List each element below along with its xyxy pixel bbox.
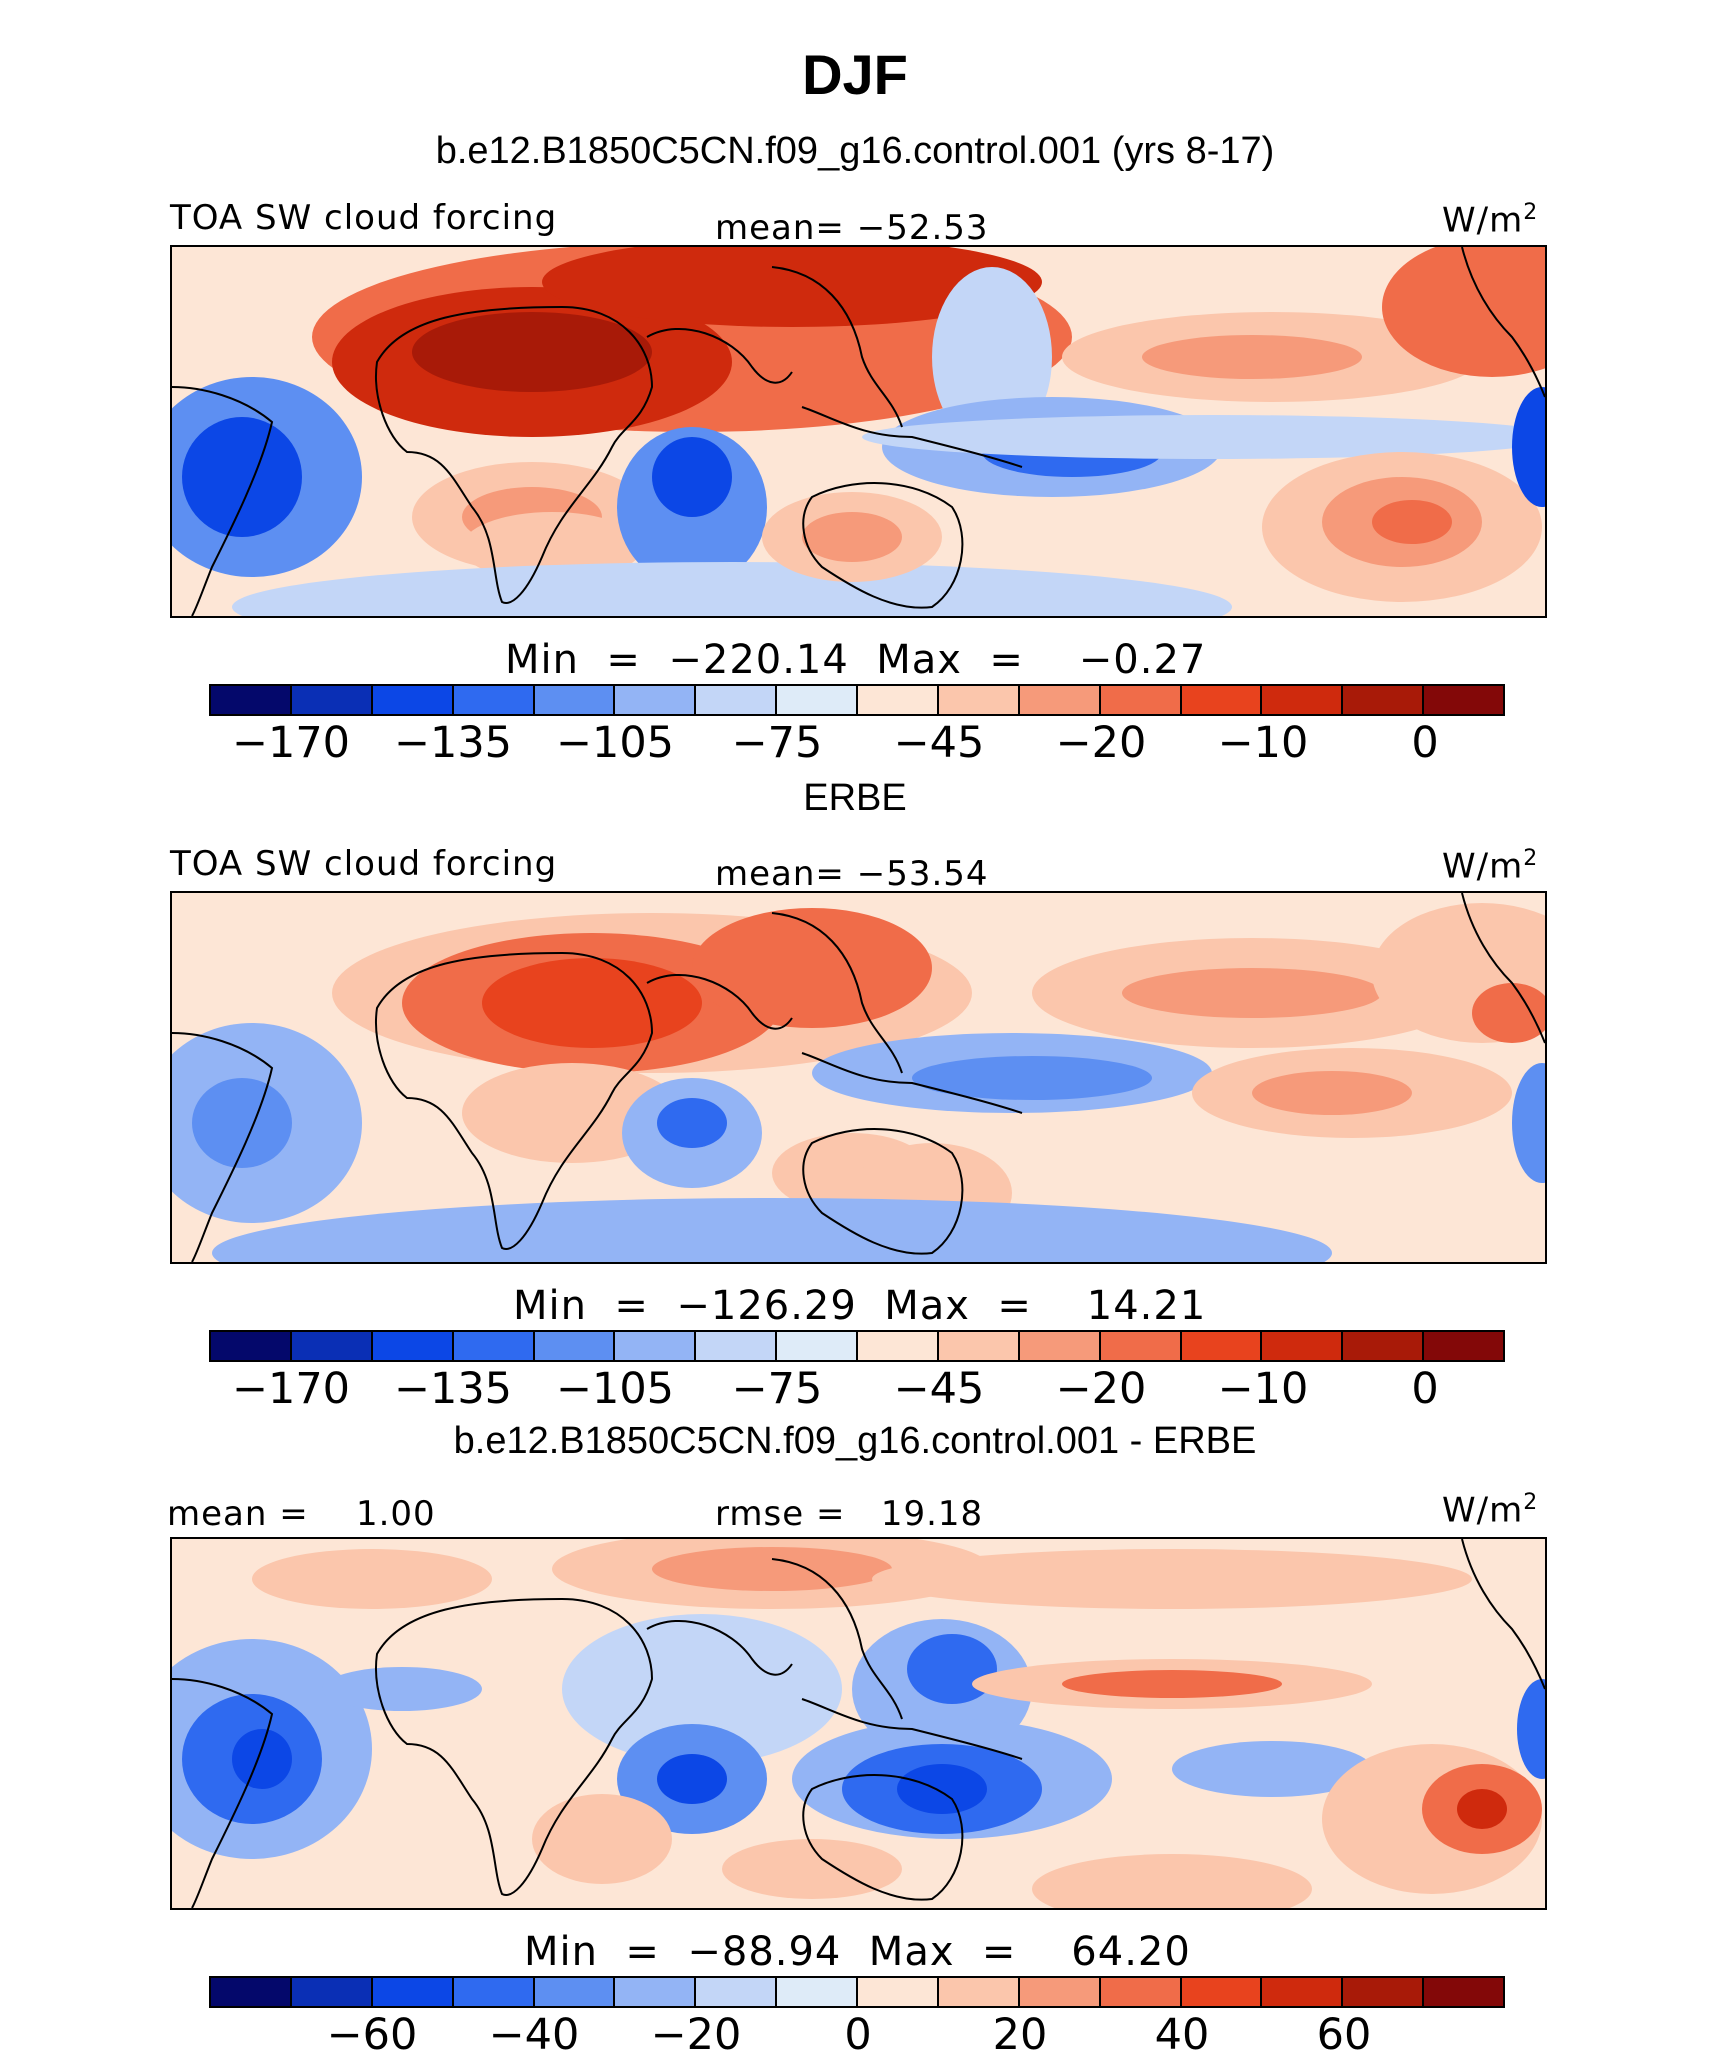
panel-2-colorbar [209,1330,1505,1362]
figure-title: DJF [802,43,908,106]
panel-1-minmax: Min = −220.14 Max = −0.27 [505,637,1207,683]
panel-1-colorbar-tick: −135 [393,718,513,768]
panel-2-colorbar-swatch-14 [1262,1332,1344,1360]
panel-1-colorbar [209,684,1505,716]
panel-2-case-title: ERBE [803,777,907,819]
panel-2-colorbar-tick: −10 [1217,1364,1309,1414]
panel-1-colorbar-swatch-4 [453,686,535,714]
panel-3-colorbar-tick: −60 [326,2010,418,2060]
panel-3-colorbar-swatch-12 [1100,1978,1182,2006]
panel-1-colorbar-tick: −20 [1055,718,1147,768]
panel-3-map [170,1537,1547,1910]
panel-1-colorbar-swatch-12 [1100,686,1182,714]
panel-2-mean-label: mean= −53.54 [715,854,989,894]
panel-2-units: W/m2 [1442,846,1539,887]
panel-3-colorbar-swatch-3 [372,1978,454,2006]
panel-2-colorbar-swatch-8 [777,1332,858,1360]
panel-2-colorbar-swatch-12 [1100,1332,1182,1360]
panel-1-colorbar-swatch-16 [1424,686,1503,714]
panel-3-colorbar-tick: −20 [650,2010,742,2060]
panel-3-colorbar-swatch-14 [1262,1978,1344,2006]
panel-2-colorbar-swatch-13 [1181,1332,1263,1360]
panel-2-colorbar-swatch-2 [291,1332,373,1360]
panel-2-colorbar-swatch-9 [858,1332,939,1360]
panel-3-colorbar-swatch-9 [858,1978,939,2006]
panel-3-colorbar-swatch-10 [938,1978,1020,2006]
panel-1-colorbar-swatch-5 [534,686,616,714]
panel-2-colorbar-tick: −105 [555,1364,675,1414]
panel-3-colorbar-swatch-8 [777,1978,858,2006]
panel-3-mean-label: mean = 1.00 [167,1494,436,1534]
panel-1-mean-label: mean= −52.53 [715,208,989,248]
panel-3-colorbar-swatch-5 [534,1978,616,2006]
panel-2-colorbar-tick: −135 [393,1364,513,1414]
panel-1-colorbar-swatch-13 [1181,686,1263,714]
panel-3-colorbar-tick: 40 [1154,2010,1210,2060]
panel-2-colorbar-swatch-4 [453,1332,535,1360]
panel-2-colorbar-swatch-3 [372,1332,454,1360]
panel-3-colorbar [209,1976,1505,2008]
panel-3-units: W/m2 [1442,1490,1539,1531]
panel-1-case-title: b.e12.B1850C5CN.f09_g16.control.001 (yrs… [435,130,1275,172]
panel-1-colorbar-tick: −45 [893,718,985,768]
panel-1-variable-label: TOA SW cloud forcing [170,198,558,238]
panel-1-colorbar-tick: −10 [1217,718,1309,768]
panel-2-variable-label: TOA SW cloud forcing [170,844,558,884]
panel-2-colorbar-tick: 0 [1411,1364,1439,1414]
panel-1-colorbar-swatch-10 [938,686,1020,714]
panel-1-colorbar-swatch-2 [291,686,373,714]
panel-2-colorbar-tick: −170 [231,1364,351,1414]
panel-1-colorbar-tick: −75 [731,718,823,768]
panel-1-colorbar-swatch-14 [1262,686,1344,714]
panel-3-colorbar-swatch-7 [696,1978,778,2006]
panel-3-colorbar-swatch-2 [291,1978,373,2006]
panel-1-colorbar-swatch-1 [211,686,292,714]
panel-3-colorbar-tick: 60 [1316,2010,1372,2060]
panel-1-map [170,245,1547,618]
panel-1-colorbar-swatch-15 [1343,686,1425,714]
panel-1-colorbar-swatch-3 [372,686,454,714]
panel-3-colorbar-tick: −40 [488,2010,580,2060]
panel-3-colorbar-tick: 20 [992,2010,1048,2060]
panel-1-colorbar-tick: −170 [231,718,351,768]
panel-2-colorbar-swatch-6 [615,1332,697,1360]
panel-3-colorbar-swatch-11 [1019,1978,1101,2006]
panel-1-colorbar-swatch-6 [615,686,697,714]
panel-1-colorbar-swatch-7 [696,686,778,714]
panel-3-rmse-label: rmse = 19.18 [715,1494,984,1534]
panel-2-map [170,891,1547,1264]
panel-3-colorbar-swatch-6 [615,1978,697,2006]
panel-2-colorbar-swatch-7 [696,1332,778,1360]
panel-2-colorbar-swatch-10 [938,1332,1020,1360]
panel-2-colorbar-swatch-16 [1424,1332,1503,1360]
panel-2-colorbar-swatch-11 [1019,1332,1101,1360]
panel-3-colorbar-swatch-16 [1424,1978,1503,2006]
panel-3-colorbar-swatch-1 [211,1978,292,2006]
panel-2-colorbar-tick: −75 [731,1364,823,1414]
panel-3-colorbar-tick: 0 [844,2010,872,2060]
panel-2-colorbar-swatch-1 [211,1332,292,1360]
panel-3-case-title: b.e12.B1850C5CN.f09_g16.control.001 - ER… [453,1420,1257,1462]
panel-2-colorbar-tick: −45 [893,1364,985,1414]
panel-1-colorbar-swatch-11 [1019,686,1101,714]
panel-2-colorbar-swatch-5 [534,1332,616,1360]
panel-2-colorbar-swatch-15 [1343,1332,1425,1360]
panel-1-colorbar-swatch-8 [777,686,858,714]
panel-1-colorbar-tick: −105 [555,718,675,768]
panel-3-colorbar-swatch-15 [1343,1978,1425,2006]
panel-2-minmax: Min = −126.29 Max = 14.21 [513,1283,1207,1329]
panel-3-minmax: Min = −88.94 Max = 64.20 [524,1929,1191,1975]
panel-1-colorbar-tick: 0 [1411,718,1439,768]
panel-1-units: W/m2 [1442,200,1539,241]
panel-2-colorbar-tick: −20 [1055,1364,1147,1414]
panel-1-colorbar-swatch-9 [858,686,939,714]
panel-3-colorbar-swatch-4 [453,1978,535,2006]
panel-3-colorbar-swatch-13 [1181,1978,1263,2006]
